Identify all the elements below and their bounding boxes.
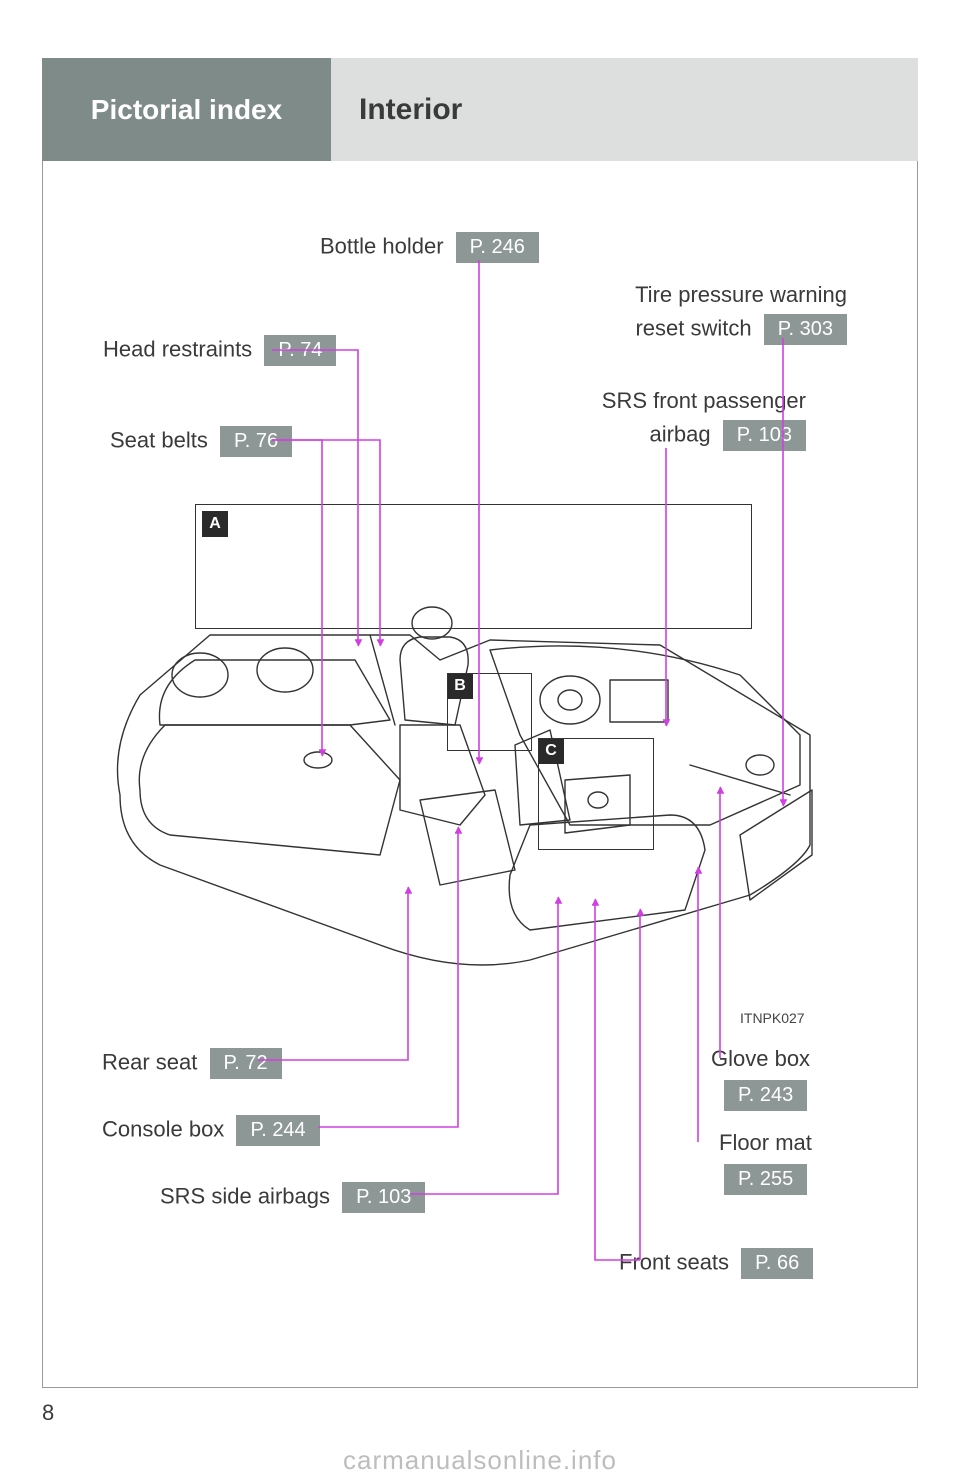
label-console-box: Console box P. 244	[102, 1115, 320, 1146]
page-ref[interactable]: P. 72	[210, 1048, 282, 1079]
label-text: Glove box	[711, 1046, 810, 1071]
label-text: Rear seat	[102, 1049, 197, 1074]
header-title-text: Interior	[359, 93, 462, 127]
label-text: Console box	[102, 1116, 224, 1141]
label-glove-box: Glove box	[711, 1046, 810, 1072]
label-tire-pressure: Tire pressure warning reset switch P. 30…	[602, 282, 847, 345]
label-bottle-holder: Bottle holder P. 246	[320, 232, 539, 263]
illustration-code: ITNPK027	[740, 1010, 805, 1026]
label-text-line2: reset switch	[635, 315, 751, 340]
label-text-line1: SRS front passenger	[536, 388, 806, 414]
box-letter-a: A	[202, 511, 228, 537]
label-text: Head restraints	[103, 336, 252, 361]
header-tab: Pictorial index	[42, 58, 331, 161]
page-ref[interactable]: P. 103	[723, 420, 806, 451]
page-number: 8	[42, 1400, 54, 1426]
label-text: Bottle holder	[320, 233, 444, 258]
label-srs-passenger: SRS front passenger airbag P. 103	[536, 388, 806, 451]
page-ref[interactable]: P. 303	[764, 314, 847, 345]
label-rear-seat: Rear seat P. 72	[102, 1048, 282, 1079]
header-tab-text: Pictorial index	[91, 94, 282, 126]
label-floor-mat: Floor mat	[719, 1130, 812, 1156]
page-ref[interactable]: P. 66	[741, 1248, 813, 1279]
page-ref-glove-box[interactable]: P. 243	[724, 1080, 807, 1111]
label-text: Floor mat	[719, 1130, 812, 1155]
label-seat-belts: Seat belts P. 76	[110, 426, 292, 457]
header-title-bar: Interior	[331, 58, 918, 161]
page-ref[interactable]: P. 103	[342, 1182, 425, 1213]
page-ref-floor-mat[interactable]: P. 255	[724, 1164, 807, 1195]
label-text-line1: Tire pressure warning	[602, 282, 847, 308]
page-ref[interactable]: P. 246	[456, 232, 539, 263]
label-text: Seat belts	[110, 427, 208, 452]
diagram-box-b	[447, 673, 532, 751]
label-head-restraints: Head restraints P. 74	[103, 335, 336, 366]
watermark: carmanualsonline.info	[0, 1445, 960, 1476]
page-ref[interactable]: P. 74	[264, 335, 336, 366]
label-text: Front seats	[619, 1249, 729, 1274]
diagram-box-c	[538, 738, 654, 850]
page-ref[interactable]: P. 244	[236, 1115, 319, 1146]
car-interior-illustration	[100, 565, 820, 995]
label-text: SRS side airbags	[160, 1183, 330, 1208]
page-ref[interactable]: P. 76	[220, 426, 292, 457]
label-front-seats: Front seats P. 66	[619, 1248, 813, 1279]
label-text-line2: airbag	[649, 421, 710, 446]
label-srs-side: SRS side airbags P. 103	[160, 1182, 425, 1213]
